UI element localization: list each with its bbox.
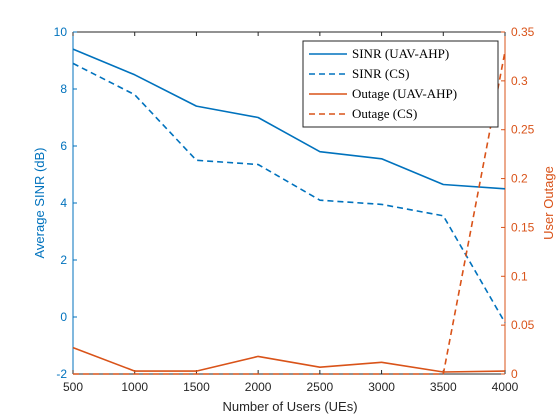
right-y-tick-label: 0.1: [511, 269, 528, 283]
series-line-1: [72, 48, 506, 190]
left-y-tick-label: 6: [60, 139, 67, 153]
x-tick-label: 2500: [307, 380, 334, 394]
x-tick-label: 1500: [183, 380, 210, 394]
legend-entry: Outage (UAV-AHP): [352, 86, 457, 101]
left-y-tick-label: 2: [60, 253, 67, 267]
left-y-tick-label: 10: [54, 25, 68, 39]
left-y-tick-label: 0: [60, 310, 67, 324]
x-tick-label: 4000: [492, 380, 519, 394]
right-y-tick-label: 0.15: [511, 220, 535, 234]
x-tick-label: 1000: [121, 380, 148, 394]
right-y-tick-label: 0.2: [511, 172, 528, 186]
legend: SINR (UAV-AHP) SINR (CS) Outage (UAV-AHP) O…: [302, 40, 499, 128]
x-tick-label: 500: [63, 380, 83, 394]
right-y-tick-label: 0: [511, 367, 518, 381]
series-line-4: [73, 51, 506, 375]
left-y-tick-label: 8: [60, 82, 67, 96]
right-y-tick-label: 0.3: [511, 74, 528, 88]
x-tick-label: 3000: [368, 380, 395, 394]
legend-entry: Outage (CS): [352, 106, 417, 121]
x-tick-label: 3500: [430, 380, 457, 394]
right-y-tick-label: 0.25: [511, 123, 535, 137]
series-line-3: [72, 346, 506, 373]
x-tick-label: 2000: [245, 380, 272, 394]
right-y-axis-label: User Outage: [541, 166, 556, 240]
left-y-tick-label: -2: [56, 367, 67, 381]
series-lines: [72, 48, 506, 375]
legend-entry: SINR (UAV-AHP): [352, 46, 449, 61]
x-axis-label: Number of Users (UEs): [222, 399, 357, 414]
legend-entry: SINR (CS): [352, 66, 409, 81]
legend-box: [302, 40, 499, 128]
ticks: 500 1000 1500 2000 2500 3000 3500 4000 -2 0 2 4 6 8 10…: [54, 25, 535, 394]
right-y-tick-label: 0.05: [511, 318, 535, 332]
series-line-2: [72, 62, 506, 324]
left-y-axis-label: Average SINR (dB): [32, 147, 47, 258]
right-y-tick-label: 0.35: [511, 25, 535, 39]
left-y-tick-label: 4: [60, 196, 67, 210]
